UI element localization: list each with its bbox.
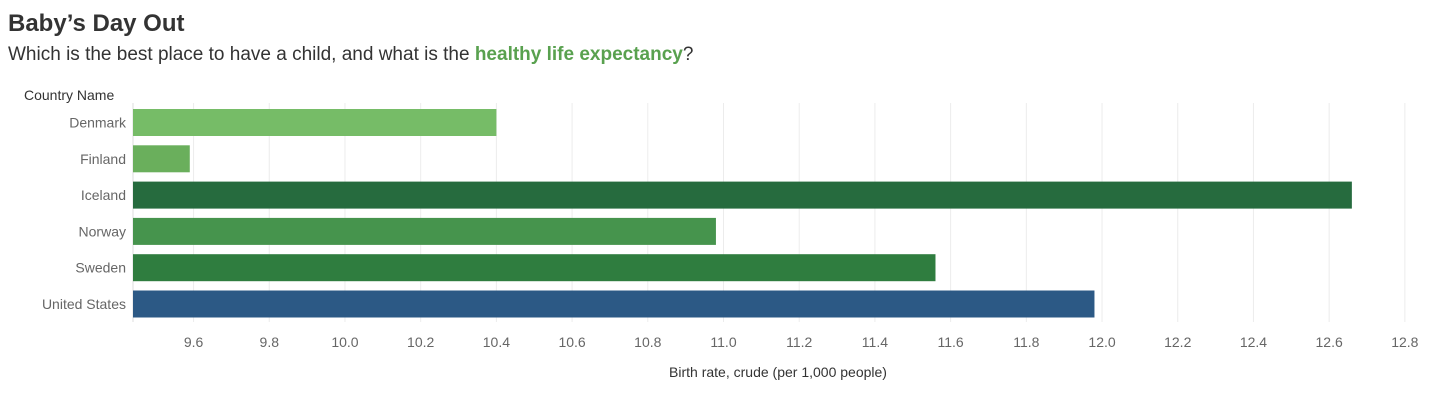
x-axis-title: Birth rate, crude (per 1,000 people) [669,364,887,380]
x-tick-label: 11.2 [786,334,812,350]
x-tick-label: 12.6 [1316,334,1343,350]
category-label: Iceland [81,187,126,203]
bar[interactable] [133,145,190,173]
x-tick-label: 10.6 [558,334,585,350]
x-axis-ticks: 9.6 9.8 10.0 10.2 10.4 10.6 10.8 11.0 11.2 11.4 11… [184,334,1419,350]
x-tick-label: 11.6 [938,334,964,350]
subtitle-suffix: ? [682,44,694,65]
chart-subtitle: Which is the best place to have a child,… [8,44,693,66]
bar[interactable] [133,290,1095,318]
category-label: Norway [79,223,126,239]
x-tick-label: 12.8 [1391,334,1418,350]
bar[interactable] [133,254,936,282]
x-tick-label: 10.8 [634,334,661,350]
x-tick-label: 10.4 [483,334,510,350]
x-tick-label: 12.0 [1088,334,1115,350]
chart-title: Baby’s Day Out [8,10,185,37]
row-header-label: Country Name [24,87,114,103]
x-tick-label: 9.8 [260,334,280,350]
subtitle-prefix: Which is the best place to have a child,… [8,44,475,65]
x-tick-label: 12.2 [1164,334,1191,350]
category-label: Denmark [69,115,127,131]
category-label: Sweden [75,260,126,276]
x-tick-label: 9.6 [184,334,204,350]
x-tick-label: 11.4 [862,334,888,350]
x-tick-label: 12.4 [1240,334,1267,350]
bar[interactable] [133,109,497,136]
x-tick-label: 10.0 [331,334,358,350]
x-tick-label: 11.0 [710,334,736,350]
category-labels: Denmark Finland Iceland Norway Sweden United … [42,115,127,313]
x-tick-label: 11.8 [1013,334,1039,350]
bar[interactable] [133,181,1352,209]
bar[interactable] [133,217,716,245]
gridlines [132,103,1406,322]
category-label: United States [42,296,126,312]
subtitle-highlight: healthy life expectancy [474,44,683,65]
bars [133,109,1352,318]
category-label: Finland [80,151,126,167]
x-tick-label: 10.2 [407,334,434,350]
